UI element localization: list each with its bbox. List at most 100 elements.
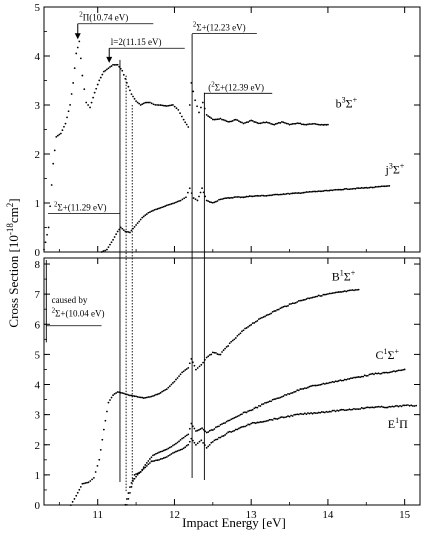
data-point <box>204 430 207 433</box>
data-point <box>327 411 329 414</box>
data-point <box>147 460 150 462</box>
data-point <box>365 406 368 409</box>
data-point <box>343 409 346 412</box>
data-point <box>218 198 220 201</box>
data-point <box>124 393 127 395</box>
data-point <box>250 409 253 412</box>
data-point <box>308 123 311 125</box>
data-point <box>159 450 162 453</box>
data-point <box>316 412 319 415</box>
data-point <box>161 450 164 453</box>
data-point <box>360 186 363 189</box>
data-point <box>66 116 68 119</box>
data-point <box>277 193 280 196</box>
data-point <box>222 197 225 200</box>
data-point <box>377 185 380 188</box>
data-point <box>191 439 194 442</box>
data-point <box>208 429 211 432</box>
data-point <box>277 397 280 400</box>
data-point <box>291 415 294 417</box>
data-point <box>214 438 217 441</box>
data-point <box>213 118 216 121</box>
data-point <box>73 498 76 500</box>
annotation-core: Σ+(11.29 eV) <box>57 202 106 212</box>
data-point <box>279 122 282 124</box>
data-point <box>185 434 188 437</box>
data-point <box>247 410 250 413</box>
data-point <box>132 227 134 230</box>
data-point <box>331 380 334 383</box>
data-point <box>251 322 254 325</box>
data-point <box>234 416 237 419</box>
data-point <box>288 193 291 195</box>
label-letter: E <box>388 417 395 431</box>
data-point <box>354 187 357 190</box>
data-point <box>264 401 266 404</box>
data-point <box>385 371 388 374</box>
data-point <box>328 410 331 413</box>
data-point <box>219 353 222 356</box>
data-point <box>313 411 316 414</box>
data-point <box>285 416 288 418</box>
data-point <box>205 356 208 359</box>
data-point <box>273 398 276 401</box>
data-point <box>323 411 326 414</box>
data-point <box>195 443 197 446</box>
data-point <box>104 419 107 422</box>
data-point <box>279 307 282 310</box>
data-point <box>342 379 345 382</box>
data-point <box>112 394 114 397</box>
data-point <box>178 375 180 378</box>
data-point <box>277 121 280 124</box>
data-point <box>182 370 185 373</box>
data-point <box>221 435 223 438</box>
data-point <box>142 102 145 105</box>
data-point <box>239 332 242 335</box>
y-axis-title-close: ] <box>6 198 21 202</box>
x-tick-label: 13 <box>246 509 258 521</box>
data-point <box>145 461 148 464</box>
data-point <box>191 361 194 364</box>
x-tick-label: 15 <box>399 509 411 521</box>
data-point <box>350 408 352 411</box>
data-point <box>287 392 289 395</box>
data-point <box>271 123 274 126</box>
data-point <box>386 185 389 187</box>
data-point <box>121 69 124 72</box>
data-point <box>303 191 306 194</box>
data-point <box>362 375 365 378</box>
data-point <box>253 407 256 410</box>
data-point <box>299 388 302 390</box>
data-point <box>368 406 371 409</box>
data-point <box>144 464 147 466</box>
data-point <box>227 120 230 123</box>
data-point <box>70 93 73 95</box>
data-point <box>175 107 178 110</box>
data-point <box>50 184 53 186</box>
data-point <box>276 418 279 420</box>
data-point <box>325 293 328 296</box>
data-point <box>110 241 113 244</box>
data-point <box>354 288 357 291</box>
data-point <box>388 405 391 408</box>
data-point <box>273 310 276 312</box>
data-point <box>357 288 360 291</box>
data-point <box>256 122 259 124</box>
data-point <box>213 351 216 354</box>
label-parity: + <box>353 95 358 104</box>
data-point <box>303 123 306 126</box>
data-point <box>225 120 228 123</box>
data-point <box>413 405 416 407</box>
data-point <box>290 414 292 417</box>
data-point <box>181 448 184 451</box>
label-multiplicity: 3 <box>342 95 346 104</box>
data-point <box>331 409 334 412</box>
data-point <box>59 132 62 135</box>
series-b-top <box>43 40 329 251</box>
data-point <box>75 494 78 497</box>
data-point <box>303 412 306 415</box>
data-point <box>129 394 131 397</box>
y-axis-title-unit: cm <box>6 207 21 223</box>
data-point <box>214 200 217 203</box>
data-point <box>69 504 72 507</box>
